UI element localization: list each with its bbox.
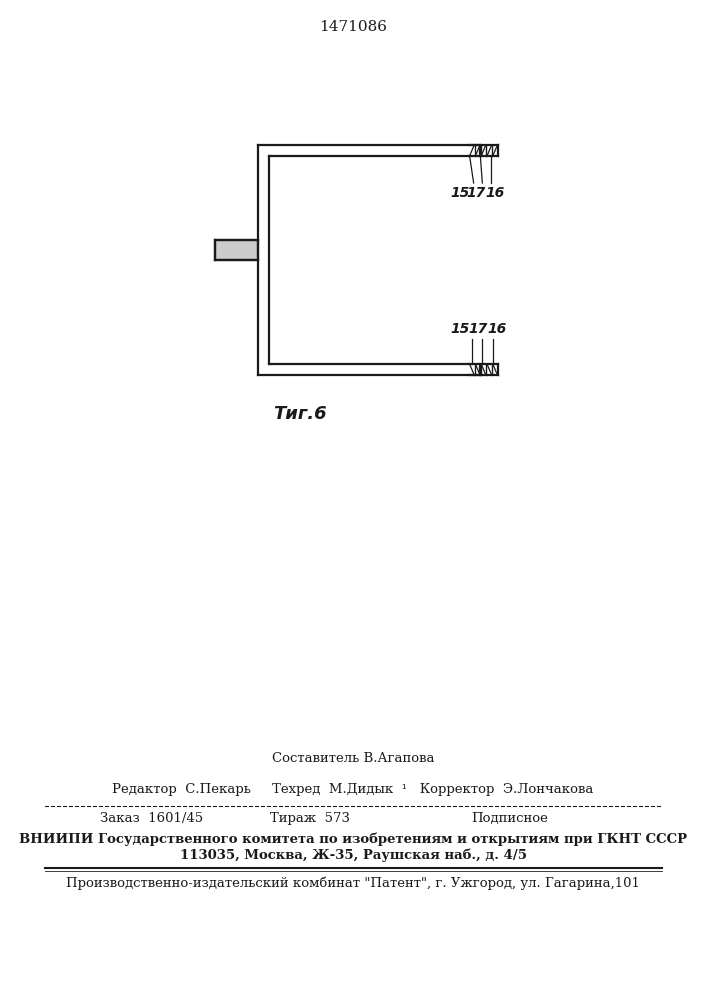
Text: Производственно-издательский комбинат "Патент", г. Ужгород, ул. Гагарина,101: Производственно-издательский комбинат "П…	[66, 876, 640, 890]
Text: Τиг.6: Τиг.6	[273, 405, 327, 423]
Text: 17: 17	[469, 322, 488, 336]
Text: ВНИИПИ Государственного комитета по изобретениям и открытиям при ГКНТ СССР: ВНИИПИ Государственного комитета по изоб…	[19, 832, 687, 846]
Text: Тираж  573: Тираж 573	[270, 812, 350, 825]
Text: 113035, Москва, Ж-35, Раушская наб., д. 4/5: 113035, Москва, Ж-35, Раушская наб., д. …	[180, 849, 527, 862]
Text: Подписное: Подписное	[472, 812, 549, 825]
Text: Составитель В.Агапова: Составитель В.Агапова	[271, 752, 434, 765]
Text: 17: 17	[467, 186, 486, 200]
Text: 1471086: 1471086	[319, 20, 387, 34]
Text: Редактор  С.Пекарь     Техред  М.Дидык  ¹   Корректор  Э.Лончакова: Редактор С.Пекарь Техред М.Дидык ¹ Корре…	[112, 783, 594, 796]
Text: 16: 16	[487, 322, 507, 336]
Text: 15: 15	[450, 322, 469, 336]
Text: 16: 16	[486, 186, 505, 200]
Text: Заказ  1601/45: Заказ 1601/45	[100, 812, 203, 825]
Text: 15: 15	[450, 186, 469, 200]
Polygon shape	[215, 240, 258, 260]
